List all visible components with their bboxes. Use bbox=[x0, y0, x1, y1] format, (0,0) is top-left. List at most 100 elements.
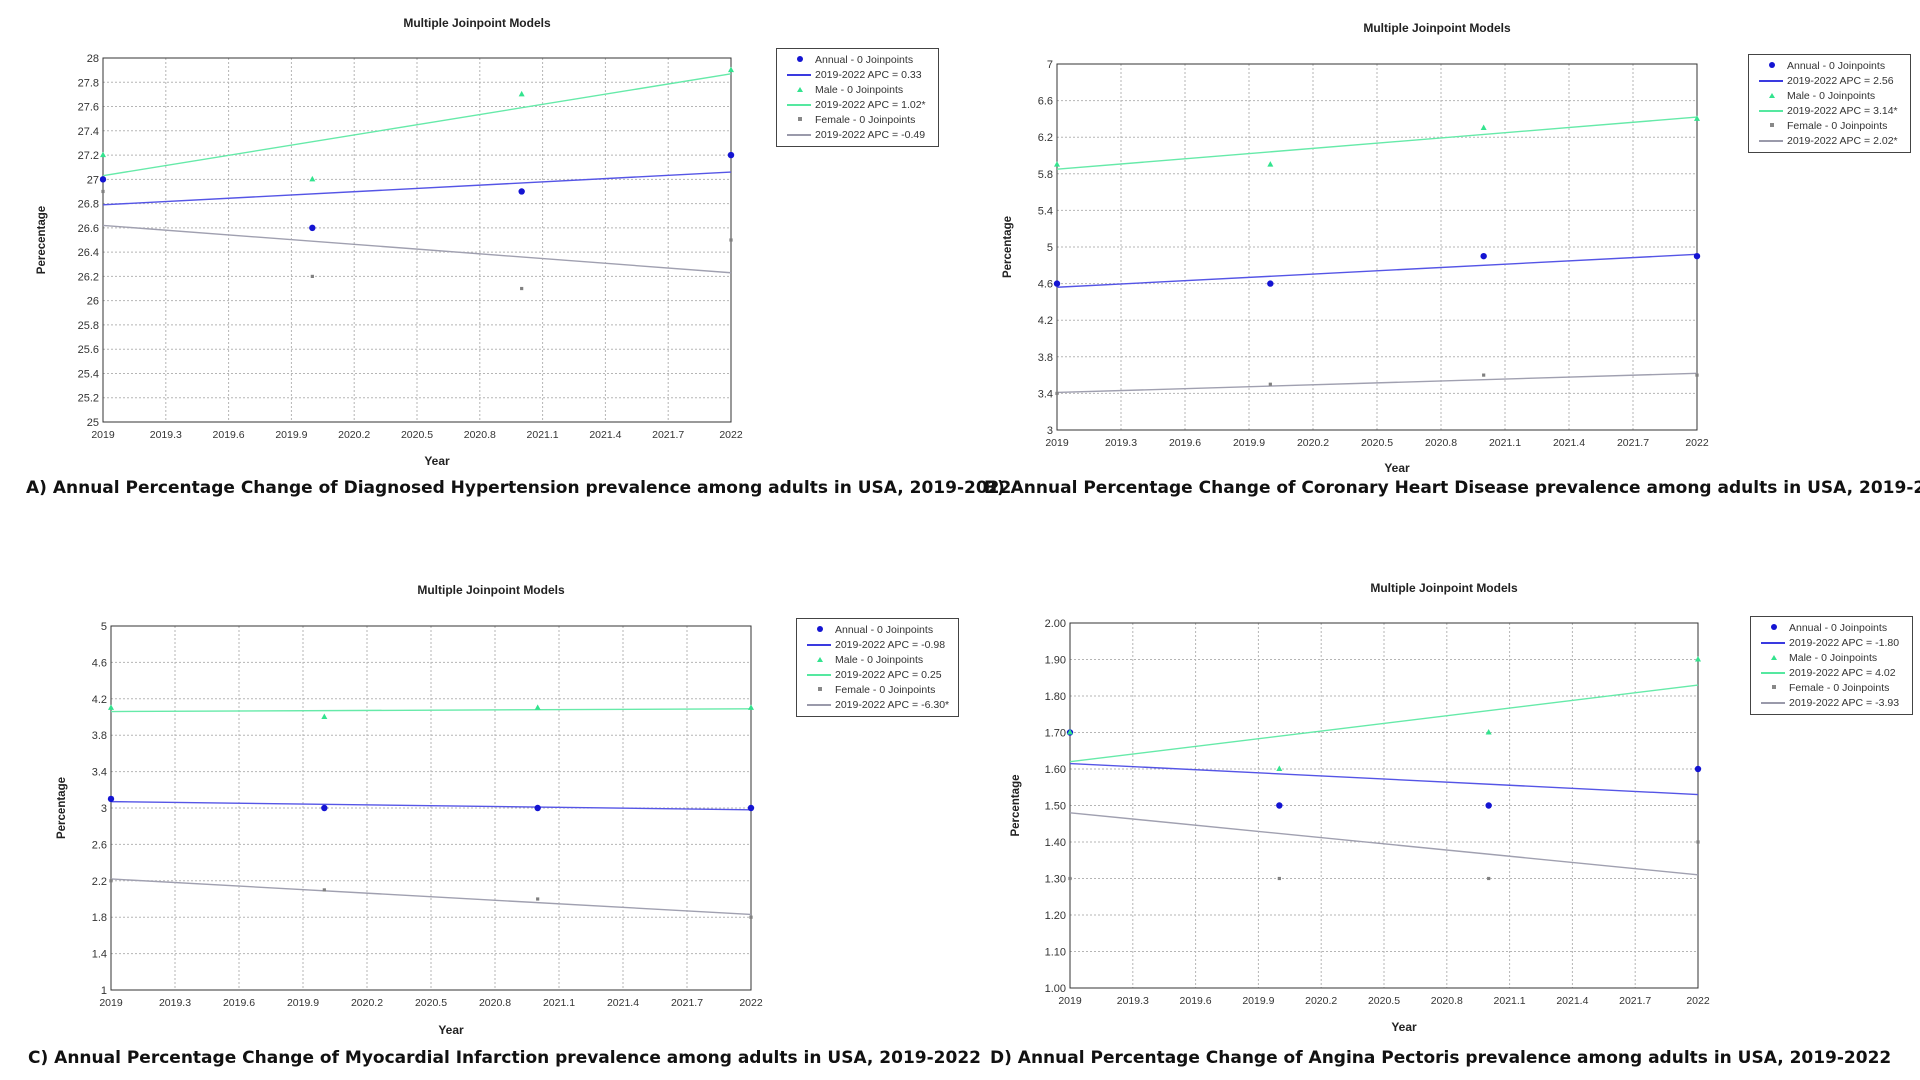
x-tick-label: 2019.3 bbox=[159, 997, 191, 1009]
data-point-male bbox=[534, 704, 541, 710]
x-tick-label: 2020.8 bbox=[479, 997, 511, 1009]
y-tick-label: 1.80 bbox=[1045, 691, 1066, 703]
y-tick-label: 26.8 bbox=[78, 199, 99, 211]
y-tick-label: 5 bbox=[1047, 242, 1053, 254]
y-tick-label: 2.6 bbox=[92, 839, 107, 851]
legend-annual-points: Annual - 0 Joinpoints bbox=[1759, 620, 1904, 635]
data-point-female bbox=[310, 274, 314, 278]
y-tick-label: 26.2 bbox=[78, 271, 99, 283]
chart-panel-c: 2019 2019.3 2019.6 2019.9 2020.2 2020.5 2020.8… bbox=[0, 540, 981, 1080]
x-tick-label: 2021.4 bbox=[1553, 437, 1585, 449]
chart-b-svg: 2019 2019.3 2019.6 2019.9 2020.2 2020.5 2020.8… bbox=[1002, 21, 1709, 475]
legend-male-points: Male - 0 Joinpoints bbox=[1757, 88, 1902, 103]
data-point-female bbox=[520, 286, 524, 291]
data-point-female bbox=[322, 888, 326, 892]
x-tick-label: 2021.1 bbox=[543, 997, 575, 1009]
chart-panel-d: 2019 2019.3 2019.6 2019.9 2020.2 2020.5 2020.8… bbox=[960, 540, 1920, 1080]
x-tick-label: 2021.7 bbox=[1617, 437, 1649, 449]
data-point-female bbox=[1277, 876, 1281, 881]
chart-a-svg: 2019 2019.3 2019.6 2019.9 2020.2 2020.5 2020.8… bbox=[36, 16, 743, 468]
data-point-female bbox=[109, 879, 113, 883]
data-point-female bbox=[536, 897, 540, 901]
fit-line-triangle bbox=[110, 708, 752, 713]
chart-title: Multiple Joinpoint Models bbox=[1370, 581, 1518, 595]
x-tick-label: 2020.8 bbox=[1431, 995, 1463, 1007]
x-tick-label: 2020.2 bbox=[1305, 995, 1337, 1007]
x-tick-label: 2020.2 bbox=[1297, 437, 1329, 449]
x-tick-label: 2021.1 bbox=[527, 429, 559, 441]
data-point-male bbox=[309, 175, 316, 182]
chart-b-caption: B) Annual Percentage Change of Coronary … bbox=[984, 478, 1920, 498]
y-axis-label: Perecentage bbox=[36, 206, 48, 274]
fit-line-star bbox=[1069, 812, 1699, 876]
y-tick-label: 1.20 bbox=[1045, 910, 1066, 922]
legend-male-points: Male - 0 Joinpoints bbox=[785, 82, 930, 97]
x-axis-label: Year bbox=[1384, 461, 1410, 475]
legend-annual-points: Annual - 0 Joinpoints bbox=[805, 622, 950, 637]
chart-d-caption: D) Annual Percentage Change of Angina Pe… bbox=[990, 1048, 1892, 1068]
x-tick-label: 2020.8 bbox=[1425, 437, 1457, 449]
chart-d-svg: 2019 2019.3 2019.6 2019.9 2020.2 2020.5 2020.8… bbox=[1010, 581, 1710, 1034]
x-tick-label: 2019 bbox=[99, 997, 123, 1009]
data-point-male bbox=[321, 713, 328, 719]
chart-title: Multiple Joinpoint Models bbox=[417, 583, 565, 597]
y-axis-label: Percentage bbox=[1002, 216, 1014, 278]
y-tick-label: 1.90 bbox=[1045, 655, 1066, 667]
y-tick-label: 1.60 bbox=[1045, 764, 1066, 776]
legend-female-points: Female - 0 Joinpoints bbox=[805, 682, 950, 697]
data-point-male bbox=[1695, 656, 1701, 662]
x-tick-label: 2019.6 bbox=[1169, 437, 1201, 449]
fit-line-star bbox=[102, 224, 732, 274]
legend-female-points: Female - 0 Joinpoints bbox=[785, 112, 930, 127]
legend-annual-fit: 2019-2022 APC = -0.98 bbox=[805, 637, 950, 652]
x-axis-label: Year bbox=[424, 454, 450, 468]
x-tick-label: 2019 bbox=[91, 429, 115, 441]
y-tick-label: 5.4 bbox=[1038, 205, 1053, 217]
x-tick-label: 2022 bbox=[739, 997, 763, 1009]
x-tick-label: 2022 bbox=[719, 429, 743, 441]
legend-male-fit: 2019-2022 APC = 0.25 bbox=[805, 667, 950, 682]
y-tick-label: 1.70 bbox=[1045, 728, 1066, 740]
chart-b-legend: Annual - 0 Joinpoints 2019-2022 APC = 2.… bbox=[1748, 54, 1911, 153]
legend-female-fit: 2019-2022 APC = 2.02* bbox=[1757, 133, 1902, 148]
data-point-annual bbox=[534, 804, 541, 812]
y-tick-label: 4.6 bbox=[92, 657, 107, 669]
y-tick-label: 1.4 bbox=[92, 949, 107, 961]
y-tick-label: 1.50 bbox=[1045, 801, 1066, 813]
y-tick-label: 3.4 bbox=[1038, 388, 1053, 400]
y-tick-label: 1.40 bbox=[1045, 837, 1066, 849]
data-point-male bbox=[1267, 161, 1274, 167]
data-point-annual bbox=[518, 188, 525, 195]
y-tick-label: 25.2 bbox=[78, 393, 99, 405]
data-point-annual bbox=[1694, 765, 1702, 773]
data-point-male bbox=[1054, 161, 1060, 167]
y-tick-label: 3.8 bbox=[1038, 352, 1053, 364]
data-point-female bbox=[1482, 373, 1486, 377]
chart-a-legend: Annual - 0 Joinpoints 2019-2022 APC = 0.… bbox=[776, 48, 939, 147]
legend-female-points: Female - 0 Joinpoints bbox=[1757, 118, 1902, 133]
y-tick-label: 2.00 bbox=[1045, 618, 1066, 630]
chart-title: Multiple Joinpoint Models bbox=[403, 16, 551, 30]
x-tick-label: 2019.6 bbox=[1180, 995, 1212, 1007]
x-tick-label: 2021.7 bbox=[1619, 995, 1651, 1007]
y-tick-label: 25.8 bbox=[78, 320, 99, 332]
data-point-female bbox=[729, 238, 733, 242]
x-tick-label: 2021.4 bbox=[607, 997, 639, 1009]
x-tick-label: 2020.5 bbox=[1368, 995, 1400, 1007]
y-tick-label: 1 bbox=[101, 985, 107, 997]
fit-line-triangle bbox=[1069, 684, 1699, 763]
data-point-male bbox=[1694, 115, 1700, 121]
fit-line-triangle bbox=[102, 73, 732, 177]
y-tick-label: 6.2 bbox=[1038, 132, 1053, 144]
data-point-annual bbox=[1693, 252, 1701, 260]
y-tick-label: 3.4 bbox=[92, 767, 107, 779]
data-point-female bbox=[1068, 876, 1072, 881]
fit-line-dot bbox=[110, 800, 752, 811]
y-tick-label: 7 bbox=[1047, 59, 1053, 71]
fit-line-star bbox=[110, 878, 752, 916]
data-point-male bbox=[1067, 729, 1073, 735]
legend-annual-fit: 2019-2022 APC = -1.80 bbox=[1759, 635, 1904, 650]
data-point-female bbox=[1695, 373, 1699, 377]
legend-annual-points: Annual - 0 Joinpoints bbox=[1757, 58, 1902, 73]
data-point-annual bbox=[1267, 280, 1274, 287]
